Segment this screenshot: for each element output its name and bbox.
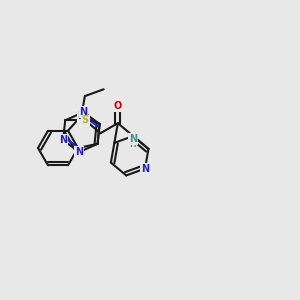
Text: N: N — [141, 164, 149, 174]
Text: O: O — [114, 101, 122, 111]
Text: N: N — [75, 147, 83, 157]
Text: N: N — [80, 107, 88, 117]
Text: S: S — [82, 115, 89, 125]
Text: N: N — [59, 135, 67, 145]
Text: H: H — [130, 140, 136, 148]
Text: N: N — [77, 111, 86, 121]
Text: N: N — [129, 134, 137, 144]
